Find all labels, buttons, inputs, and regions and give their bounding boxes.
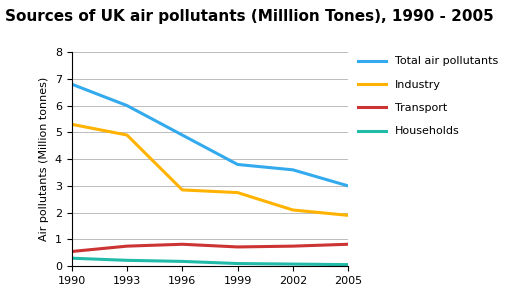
Households xyxy=(69,256,75,260)
Industry xyxy=(345,214,351,217)
Transport xyxy=(124,244,130,248)
Line: Households: Households xyxy=(72,258,348,265)
Industry xyxy=(234,191,241,194)
Transport xyxy=(69,250,75,253)
Total air pollutants xyxy=(124,104,130,107)
Industry xyxy=(179,188,185,192)
Households xyxy=(290,262,296,266)
Total air pollutants xyxy=(290,168,296,172)
Line: Industry: Industry xyxy=(72,124,348,215)
Total air pollutants xyxy=(179,133,185,137)
Legend: Total air pollutants, Industry, Transport, Households: Total air pollutants, Industry, Transpor… xyxy=(354,52,502,141)
Total air pollutants xyxy=(345,184,351,188)
Total air pollutants xyxy=(69,82,75,86)
Transport xyxy=(179,242,185,246)
Transport xyxy=(290,244,296,248)
Y-axis label: Air pollutants (Million tonnes): Air pollutants (Million tonnes) xyxy=(39,77,49,241)
Households xyxy=(179,259,185,263)
Text: Sources of UK air pollutants (Milllion Tones), 1990 - 2005: Sources of UK air pollutants (Milllion T… xyxy=(5,9,494,24)
Line: Transport: Transport xyxy=(72,244,348,252)
Transport xyxy=(345,242,351,246)
Transport xyxy=(234,245,241,249)
Households xyxy=(234,262,241,265)
Industry xyxy=(290,208,296,212)
Industry xyxy=(124,133,130,137)
Line: Total air pollutants: Total air pollutants xyxy=(72,84,348,186)
Industry xyxy=(69,122,75,126)
Households xyxy=(345,263,351,267)
Households xyxy=(124,259,130,262)
Total air pollutants xyxy=(234,163,241,166)
